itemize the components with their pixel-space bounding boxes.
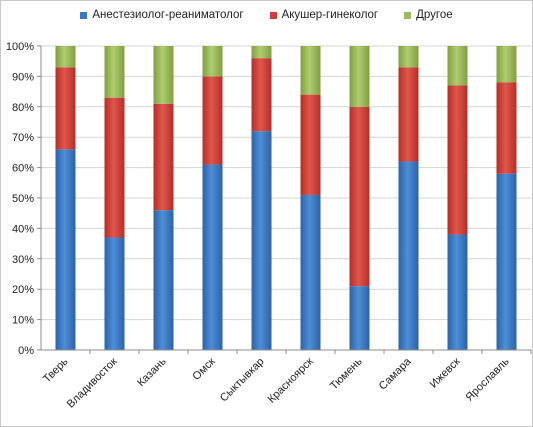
bar-segment-2 <box>55 67 76 150</box>
bar-segment-1 <box>398 161 419 350</box>
bar-segment-3 <box>398 46 419 68</box>
bar-segment-3 <box>447 46 468 86</box>
bar-segment-1 <box>300 194 321 350</box>
bar-segment-2 <box>496 82 517 174</box>
legend: Анестезиолог-реаниматолог Акушер-гинекол… <box>0 9 533 21</box>
legend-item-series-2: Акушер-гинеколог <box>269 9 379 21</box>
bar-segment-1 <box>153 210 174 350</box>
x-tick-label: Красноярск <box>266 356 316 406</box>
bar-segment-3 <box>202 46 223 77</box>
legend-swatch-series-1 <box>80 11 88 19</box>
bar-segment-2 <box>447 85 468 235</box>
y-tick-label: 0% <box>18 345 34 357</box>
x-tick-label: Казань <box>135 355 169 389</box>
x-tick-label: Тюмень <box>328 355 365 392</box>
legend-label-series-2: Акушер-гинеколог <box>281 9 379 21</box>
x-tick-label: Владивосток <box>65 356 120 411</box>
bar-segment-2 <box>349 106 370 287</box>
legend-swatch-series-2 <box>269 11 277 19</box>
x-tick-label: Ярославль <box>464 355 512 403</box>
x-tick-label: Тверь <box>41 355 71 385</box>
bar-segment-1 <box>55 149 76 350</box>
y-tick-label: 60% <box>12 163 34 175</box>
bar-segment-2 <box>251 58 272 132</box>
y-tick-label: 100% <box>6 41 34 53</box>
y-tick-label: 40% <box>12 223 34 235</box>
bar-segment-3 <box>349 46 370 107</box>
y-tick-label: 80% <box>12 102 34 114</box>
legend-swatch-series-3 <box>404 11 412 19</box>
x-tick-label: Ижевск <box>428 356 463 391</box>
bar-segment-3 <box>300 46 321 95</box>
legend-item-series-1: Анестезиолог-реаниматолог <box>80 9 244 21</box>
y-tick-label: 70% <box>12 132 34 144</box>
legend-label-series-1: Анестезиолог-реаниматолог <box>92 9 244 21</box>
y-tick-label: 50% <box>12 193 34 205</box>
y-tick-label: 10% <box>12 315 34 327</box>
bar-segment-3 <box>104 46 125 98</box>
legend-item-series-3: Другое <box>404 9 453 21</box>
bar-segment-1 <box>202 164 223 350</box>
y-tick-label: 90% <box>12 71 34 83</box>
x-tick-label: Сыктывкар <box>218 356 267 405</box>
bar-segment-1 <box>251 131 272 350</box>
bar-segment-2 <box>398 67 419 162</box>
x-tick-label: Самара <box>377 355 414 392</box>
bar-segment-3 <box>55 46 76 68</box>
bar-segment-1 <box>104 237 125 350</box>
bars <box>55 46 517 350</box>
bar-segment-1 <box>447 234 468 350</box>
x-tick-label: Омск <box>190 356 217 383</box>
bar-segment-2 <box>104 97 125 238</box>
bar-segment-3 <box>251 46 272 59</box>
bar-segment-3 <box>153 46 174 104</box>
bar-segment-1 <box>496 173 517 350</box>
y-tick-label: 20% <box>12 284 34 296</box>
bar-segment-2 <box>202 76 223 165</box>
bar-segment-2 <box>153 103 174 211</box>
bar-segment-3 <box>496 46 517 83</box>
bar-segment-1 <box>349 286 370 350</box>
legend-label-series-3: Другое <box>416 9 453 21</box>
bar-segment-2 <box>300 94 321 195</box>
y-tick-label: 30% <box>12 254 34 266</box>
